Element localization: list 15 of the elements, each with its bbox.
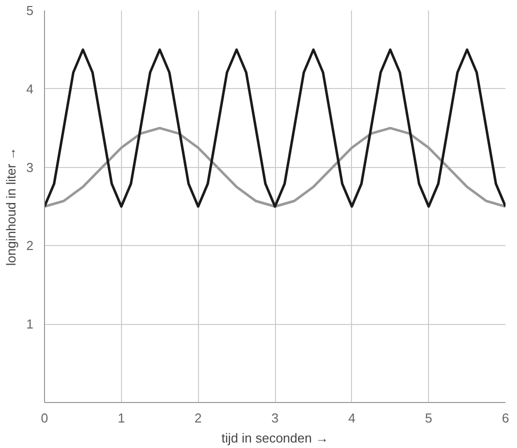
x-tick-label: 1 [118,410,125,426]
y-axis-title: longinhoud in liter → [3,147,18,266]
x-tick-label: 4 [348,410,356,426]
x-tick-label: 0 [40,410,48,426]
x-tick-label: 2 [194,410,202,426]
y-tick-label: 3 [26,160,34,175]
y-tick-label: 1 [26,316,34,332]
x-tick-label: 3 [271,410,279,426]
x-tick-label: 5 [425,410,432,426]
y-tick-label: 5 [26,3,34,18]
x-tick-label: 6 [502,410,510,426]
line-series [44,48,506,208]
x-axis-title: tijd in seconden → [222,430,328,446]
y-tick-label: 2 [26,238,34,254]
y-tick-label: 4 [26,81,34,96]
